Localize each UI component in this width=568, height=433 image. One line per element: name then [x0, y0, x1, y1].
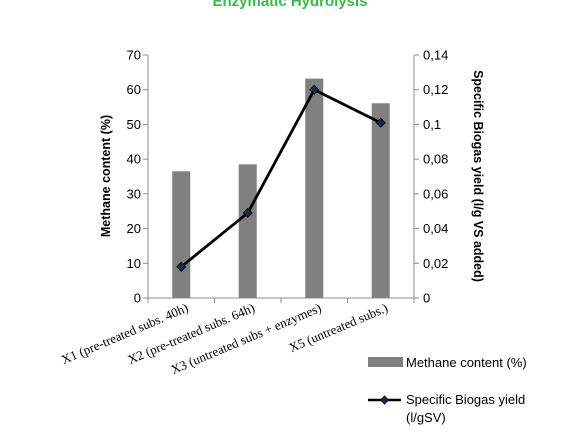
- left-tick-label: 70: [127, 48, 141, 63]
- y-axis-label: Methane content (%): [99, 115, 113, 237]
- left-tick-label: 10: [127, 256, 141, 271]
- bar: [172, 171, 191, 298]
- left-tick-label: 20: [127, 221, 141, 236]
- line-series: [176, 84, 386, 272]
- right-tick-label: 0,08: [423, 152, 448, 167]
- line-point: [375, 117, 386, 128]
- right-tick-label: 0,04: [423, 221, 448, 236]
- legend-bar-swatch: [368, 357, 403, 367]
- line-point: [309, 84, 320, 95]
- legend-line-label-unit: (l/gSV): [406, 410, 446, 425]
- right-axis-ticks: 0 0,02 0,04 0,06 0,08 0,1 0,12 0,14: [414, 48, 448, 306]
- left-tick-label: 50: [127, 117, 141, 132]
- y2-axis-label: Specific Biogas yield (l/g VS added): [471, 70, 485, 282]
- left-tick-label: 30: [127, 186, 141, 201]
- chart-title: Enzymatic Hydrolysis: [212, 0, 367, 10]
- right-tick-label: 0,14: [423, 48, 448, 63]
- legend-line-marker: [379, 395, 390, 405]
- right-tick-label: 0,02: [423, 256, 448, 271]
- right-tick-label: 0: [423, 291, 430, 306]
- x-axis-ticks: [147, 298, 415, 303]
- line-point: [176, 261, 187, 272]
- left-tick-label: 0: [134, 291, 141, 306]
- left-axis-ticks: 0 10 20 30 40 50 60 70: [127, 48, 148, 306]
- bar: [238, 164, 257, 298]
- bar: [371, 103, 390, 298]
- left-tick-label: 60: [127, 82, 141, 97]
- right-tick-label: 0,1: [423, 117, 441, 132]
- legend-bar-label: Methane content (%): [406, 355, 527, 370]
- right-tick-label: 0,12: [423, 82, 448, 97]
- line-path: [180, 88, 382, 268]
- bar: [305, 78, 324, 298]
- left-tick-label: 40: [127, 152, 141, 167]
- legend: Methane content (%) Specific Biogas yiel…: [368, 355, 527, 425]
- legend-line-label: Specific Biogas yield: [406, 392, 525, 407]
- line-point: [242, 207, 253, 219]
- right-tick-label: 0,06: [423, 186, 448, 201]
